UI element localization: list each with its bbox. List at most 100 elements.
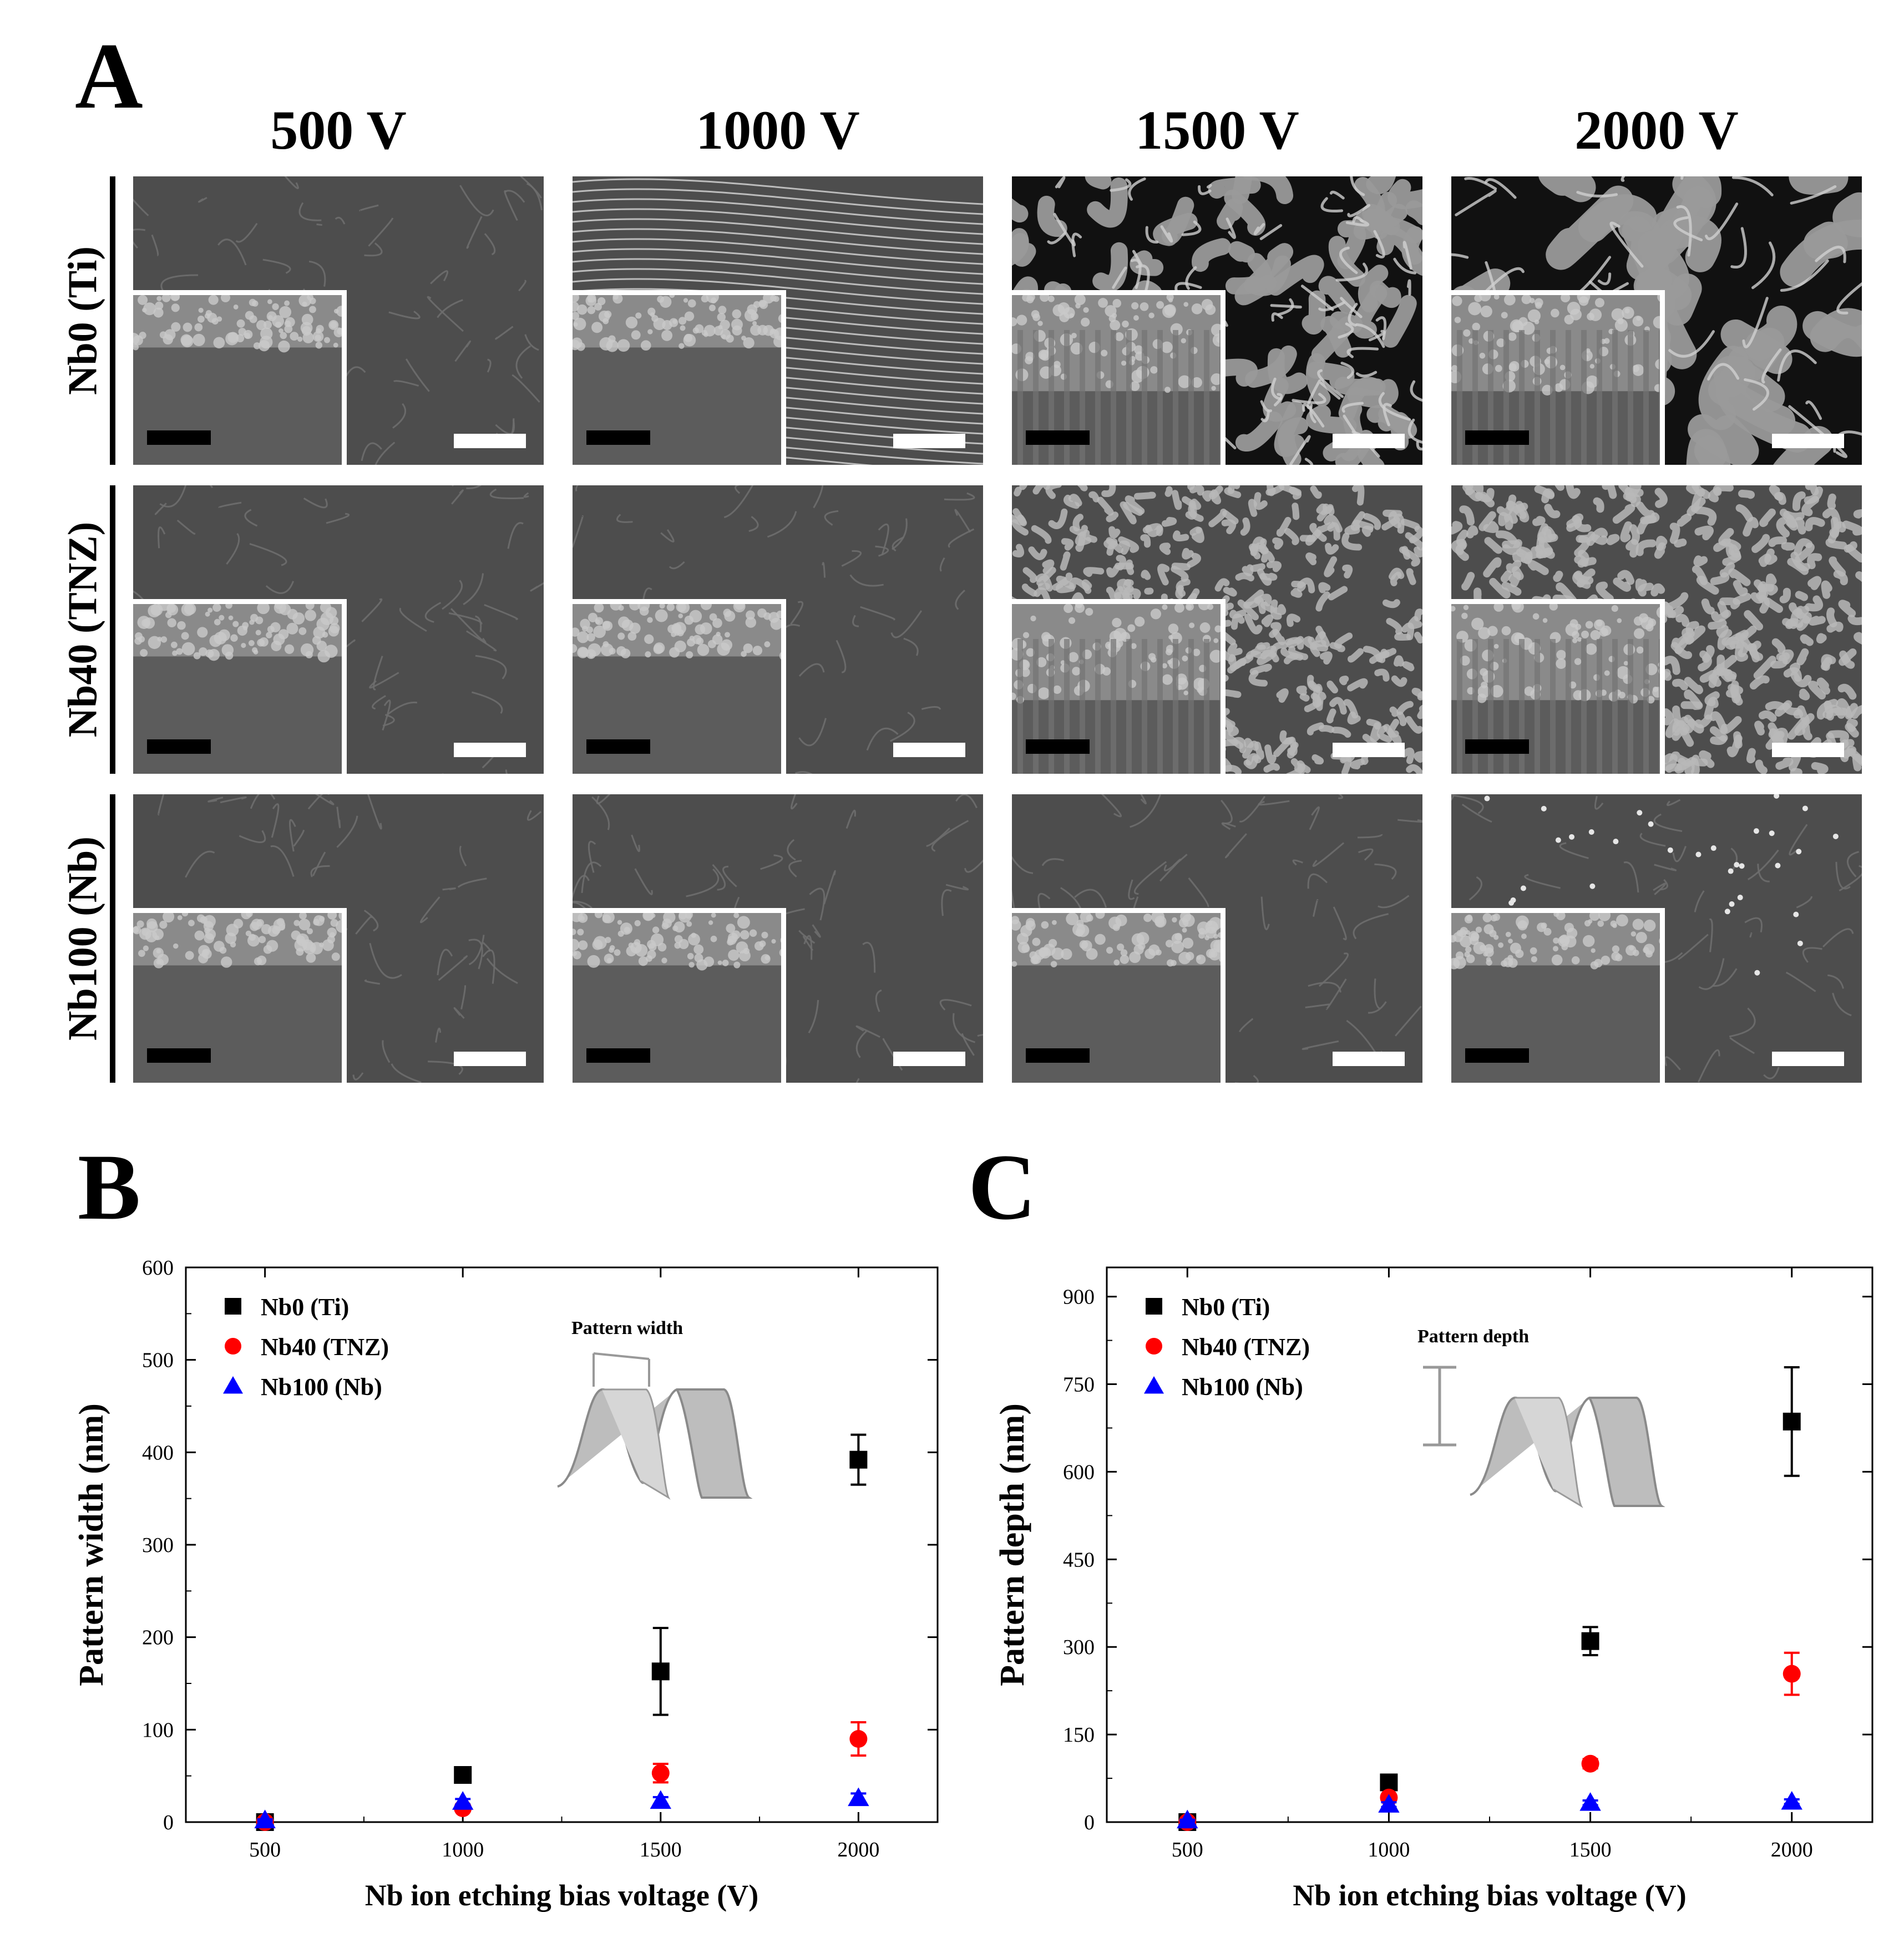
row-label: Nb40 (TNZ) bbox=[60, 521, 106, 738]
panel-b-label: B bbox=[78, 1135, 141, 1239]
data-point bbox=[1579, 1792, 1601, 1811]
sem-cross-section-inset bbox=[573, 908, 786, 1083]
sem-cross-section-inset bbox=[1012, 908, 1226, 1083]
legend-label: Nb40 (TNZ) bbox=[261, 1333, 389, 1361]
data-point bbox=[454, 1766, 472, 1784]
data-point bbox=[848, 1787, 869, 1807]
sem-cross-section-inset bbox=[1012, 290, 1226, 465]
y-tick-label: 0 bbox=[163, 1811, 174, 1834]
row-divider-bar bbox=[110, 176, 115, 465]
x-tick-label: 500 bbox=[1172, 1838, 1203, 1861]
y-tick-label: 600 bbox=[142, 1256, 174, 1280]
column-header-1500v: 1500 V bbox=[1135, 99, 1299, 161]
plot-frame bbox=[185, 1266, 939, 1823]
inset-scale-bar bbox=[147, 1048, 211, 1063]
y-tick-label: 750 bbox=[1063, 1373, 1095, 1397]
inset-texture bbox=[573, 604, 781, 774]
x-axis-label: Nb ion etching bias voltage (V) bbox=[365, 1879, 759, 1912]
sem-image-nb100-2000v bbox=[1451, 794, 1862, 1083]
inset-scale-bar bbox=[1465, 1048, 1529, 1063]
column-header-2000v: 2000 V bbox=[1574, 99, 1739, 161]
data-point bbox=[452, 1791, 474, 1810]
column-header-500v: 500 V bbox=[270, 99, 407, 161]
data-point bbox=[849, 1450, 868, 1469]
scale-bar bbox=[1333, 743, 1405, 757]
data-point bbox=[1783, 1665, 1801, 1683]
sem-image-nb100-1000v bbox=[573, 794, 983, 1083]
y-tick-label: 0 bbox=[1084, 1811, 1095, 1834]
row-header-nb40: Nb40 (TNZ) bbox=[33, 485, 122, 774]
data-point bbox=[650, 1790, 671, 1809]
scale-bar bbox=[893, 743, 965, 757]
scale-bar bbox=[1772, 434, 1844, 448]
y-tick-label: 150 bbox=[1063, 1723, 1095, 1747]
legend-label: Nb0 (Ti) bbox=[261, 1293, 349, 1321]
inset-label: Pattern width bbox=[571, 1318, 683, 1338]
chart-pattern-depth: 0 150 300 450 600 750 900 500 1000 1500 2000 Nb ion… bbox=[994, 1237, 1892, 1944]
sem-image-nb100-1500v bbox=[1012, 794, 1422, 1083]
x-tick-label: 2000 bbox=[1771, 1838, 1813, 1861]
data-point bbox=[1581, 1754, 1599, 1773]
legend-marker bbox=[223, 1376, 243, 1394]
data-point bbox=[651, 1764, 670, 1782]
inset-label: Pattern depth bbox=[1417, 1326, 1529, 1347]
inset-scale-bar bbox=[586, 1048, 650, 1063]
inset-scale-bar bbox=[586, 739, 650, 754]
data-point bbox=[1380, 1773, 1398, 1792]
inset-texture bbox=[133, 295, 342, 465]
legend-label: Nb100 (Nb) bbox=[261, 1373, 382, 1401]
sem-cross-section-inset bbox=[1451, 599, 1665, 774]
legend-marker bbox=[225, 1338, 241, 1355]
y-tick-label: 600 bbox=[1063, 1460, 1095, 1484]
data-point bbox=[1177, 1809, 1198, 1829]
inset-width-bar bbox=[593, 1352, 650, 1360]
y-tick-label: 100 bbox=[142, 1718, 174, 1742]
inset-texture bbox=[1451, 604, 1660, 774]
inset-texture bbox=[133, 913, 342, 1083]
inset-scale-bar bbox=[1026, 739, 1090, 754]
legend-label: Nb0 (Ti) bbox=[1182, 1293, 1270, 1321]
inset-scale-bar bbox=[1465, 739, 1529, 754]
scale-bar bbox=[454, 1052, 526, 1066]
inset-texture bbox=[573, 913, 781, 1083]
x-tick-label: 1000 bbox=[442, 1838, 484, 1861]
inset-scale-bar bbox=[1026, 1048, 1090, 1063]
sem-cross-section-inset bbox=[133, 290, 347, 465]
data-point bbox=[1783, 1412, 1801, 1430]
scale-bar bbox=[893, 434, 965, 448]
sem-image-nb40-2000v bbox=[1451, 485, 1862, 774]
legend-label: Nb40 (TNZ) bbox=[1182, 1333, 1310, 1361]
data-point bbox=[254, 1809, 276, 1829]
inset-texture bbox=[573, 295, 781, 465]
sem-cross-section-inset bbox=[133, 908, 347, 1083]
sem-image-nb100-500v bbox=[133, 794, 544, 1083]
legend-label: Nb100 (Nb) bbox=[1182, 1373, 1303, 1401]
sem-cross-section-inset bbox=[1012, 599, 1226, 774]
x-tick-label: 2000 bbox=[837, 1838, 879, 1861]
y-tick-label: 900 bbox=[1063, 1286, 1095, 1309]
sem-image-nb0-1500v bbox=[1012, 176, 1422, 465]
sem-image-nb40-1000v bbox=[573, 485, 983, 774]
legend-marker bbox=[1146, 1298, 1162, 1315]
scale-bar bbox=[1772, 1052, 1844, 1066]
y-tick-label: 450 bbox=[1063, 1548, 1095, 1571]
sem-image-nb0-1000v bbox=[573, 176, 983, 465]
row-header-nb0: Nb0 (Ti) bbox=[33, 176, 122, 465]
plot-frame bbox=[1106, 1266, 1873, 1823]
scale-bar bbox=[1333, 434, 1405, 448]
scale-bar bbox=[1772, 743, 1844, 757]
legend-marker bbox=[1146, 1338, 1162, 1355]
row-label: Nb100 (Nb) bbox=[60, 836, 106, 1041]
legend-marker bbox=[1144, 1376, 1164, 1394]
x-tick-label: 1000 bbox=[1368, 1838, 1410, 1861]
inset-texture bbox=[1012, 604, 1221, 774]
y-tick-label: 300 bbox=[1063, 1636, 1095, 1659]
row-divider-bar bbox=[110, 794, 115, 1083]
chart-pattern-width: 0 100 200 300 400 500 600 500 1000 1500 2000 Nb ion… bbox=[73, 1237, 960, 1944]
inset-pattern-face bbox=[1515, 1397, 1583, 1508]
panel-c-label: C bbox=[968, 1135, 1036, 1239]
x-tick-label: 1500 bbox=[640, 1838, 682, 1861]
sem-cross-section-inset bbox=[133, 599, 347, 774]
inset-pattern-face bbox=[602, 1388, 671, 1500]
y-tick-label: 400 bbox=[142, 1441, 174, 1464]
